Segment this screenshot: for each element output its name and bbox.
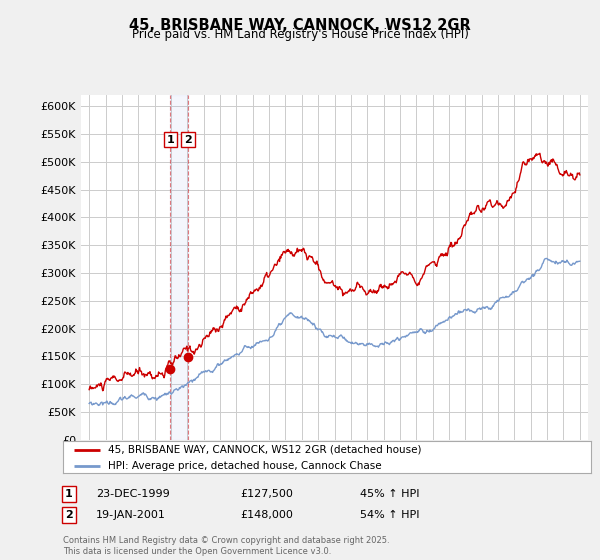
- Text: £148,000: £148,000: [240, 510, 293, 520]
- Text: HPI: Average price, detached house, Cannock Chase: HPI: Average price, detached house, Cann…: [108, 461, 382, 471]
- Text: 54% ↑ HPI: 54% ↑ HPI: [360, 510, 419, 520]
- Text: 45, BRISBANE WAY, CANNOCK, WS12 2GR: 45, BRISBANE WAY, CANNOCK, WS12 2GR: [129, 18, 471, 33]
- Text: 1: 1: [65, 489, 73, 499]
- Text: 19-JAN-2001: 19-JAN-2001: [96, 510, 166, 520]
- Text: £127,500: £127,500: [240, 489, 293, 499]
- Text: 1: 1: [167, 134, 175, 144]
- Text: 45% ↑ HPI: 45% ↑ HPI: [360, 489, 419, 499]
- Text: 23-DEC-1999: 23-DEC-1999: [96, 489, 170, 499]
- Text: 2: 2: [65, 510, 73, 520]
- Text: Price paid vs. HM Land Registry's House Price Index (HPI): Price paid vs. HM Land Registry's House …: [131, 28, 469, 41]
- Bar: [170, 95, 188, 440]
- Text: 2: 2: [184, 134, 192, 144]
- Text: Contains HM Land Registry data © Crown copyright and database right 2025.
This d: Contains HM Land Registry data © Crown c…: [63, 536, 389, 556]
- Text: 45, BRISBANE WAY, CANNOCK, WS12 2GR (detached house): 45, BRISBANE WAY, CANNOCK, WS12 2GR (det…: [108, 445, 421, 455]
